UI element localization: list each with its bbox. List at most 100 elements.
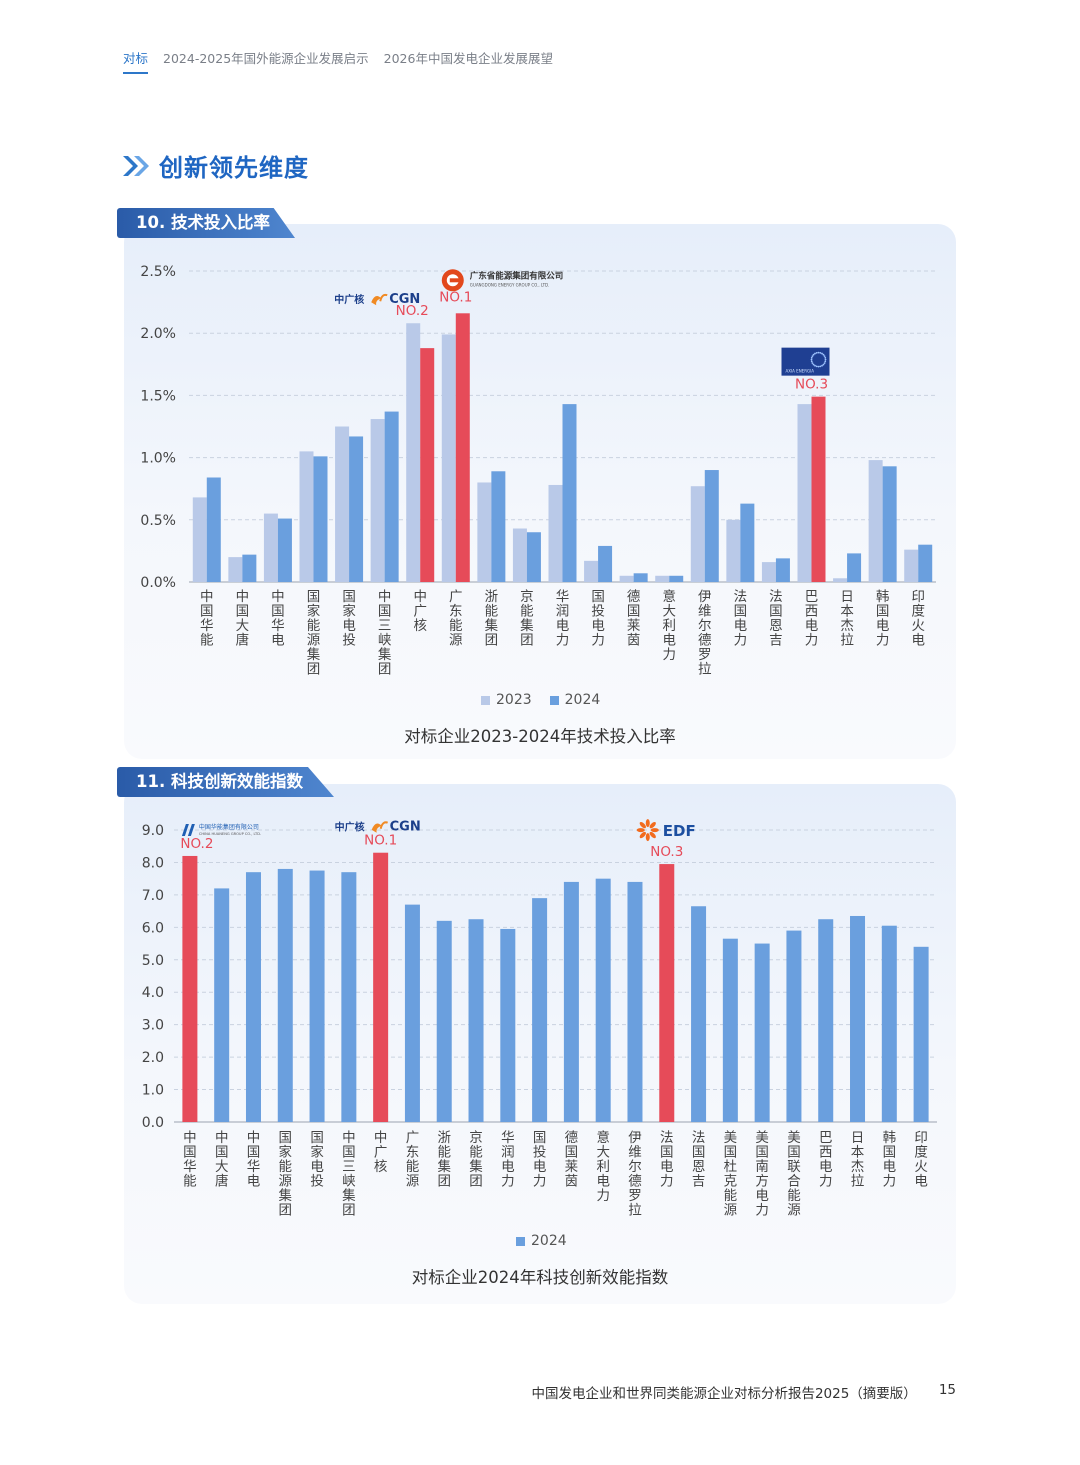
category-label-char: 峡 (378, 633, 392, 649)
category-label-char: 国 (769, 604, 783, 620)
bar-2024 (206, 477, 221, 582)
category-label-char: 广 (406, 1130, 420, 1146)
legend-item-2024: 2024 (549, 692, 600, 708)
category-label-char: 大 (596, 1145, 610, 1161)
axia-logo-dot (823, 362, 826, 365)
axia-logo-dot (822, 353, 825, 356)
category-label-char: 国 (660, 1145, 674, 1161)
category-label-char: 力 (876, 633, 890, 649)
bar-2024 (468, 919, 484, 1122)
bar-2024 (384, 411, 399, 582)
category-label-char: 电 (805, 618, 819, 634)
bar-2024 (455, 313, 470, 582)
category-label-char: 国 (876, 604, 890, 620)
category-label-char: 能 (183, 1174, 197, 1190)
category-label-char: 唐 (236, 632, 250, 649)
bar-2024 (436, 920, 452, 1122)
y-tick-label: 3.0 (142, 1018, 164, 1034)
category-label-char: 国 (724, 1145, 738, 1161)
category-label-char: 电 (501, 1159, 515, 1175)
category-label-char: 电 (596, 1174, 610, 1190)
bar-2024 (850, 915, 866, 1122)
category-label-char: 合 (787, 1174, 801, 1190)
bar-2024 (242, 554, 257, 582)
bar-2024 (704, 470, 719, 582)
category-label-char: 德 (565, 1130, 579, 1146)
legend-swatch-2023 (481, 695, 490, 705)
category-label-char: 韩 (883, 1130, 897, 1146)
y-tick-label: 2.0 (142, 1050, 164, 1066)
category-label-char: 集 (279, 1188, 293, 1204)
category-label-char: 拉 (698, 662, 712, 678)
y-tick-label: 0.0 (142, 1115, 164, 1131)
nav-item-outlook[interactable]: 2026年中国发电企业发展展望 (383, 51, 553, 66)
category-label-char: 京 (520, 589, 534, 605)
bar-2024 (277, 868, 293, 1122)
bar-2024 (500, 928, 516, 1122)
axia-logo-dot (821, 364, 823, 367)
y-tick-label: 1.0 (142, 1083, 164, 1099)
legend-label-2023: 2023 (496, 692, 532, 708)
axia-logo-dot (810, 356, 813, 359)
bar-2024 (913, 946, 929, 1122)
category-label-char: 国 (591, 589, 605, 605)
axia-logo-dot (824, 356, 827, 359)
category-label-char: 美 (755, 1130, 769, 1146)
category-label-char: 电 (310, 1159, 324, 1175)
category-label-char: 韩 (876, 589, 890, 605)
bar-2023 (584, 560, 599, 582)
category-label-char: 国 (734, 604, 748, 620)
category-label-char: 三 (342, 1159, 356, 1175)
axia-logo-dot (817, 351, 820, 354)
category-label-char: 能 (787, 1188, 801, 1204)
category-label-char: 广 (374, 1145, 388, 1161)
category-label-char: 国 (310, 1130, 324, 1146)
category-label-char: 电 (342, 618, 356, 634)
category-label-char: 国 (200, 604, 214, 620)
section-heading: 创新领先维度 (121, 148, 309, 183)
bar-2023 (548, 484, 563, 582)
category-label-char: 拉 (851, 1174, 865, 1190)
category-label-char: 源 (449, 633, 463, 649)
category-label-char: 德 (628, 1174, 642, 1190)
edf-logo-petal (649, 821, 656, 829)
category-label-char: 巴 (819, 1130, 833, 1146)
y-tick-label: 9.0 (142, 823, 164, 839)
category-label-char: 华 (200, 618, 214, 634)
category-label-char: 能 (307, 618, 321, 634)
bar-2024 (404, 904, 420, 1122)
axia-logo-dot (810, 358, 813, 361)
category-label-char: 团 (342, 1203, 356, 1219)
category-label-char: 东 (406, 1145, 420, 1161)
category-label-char: 能 (469, 1145, 483, 1161)
category-label-char: 国 (883, 1145, 897, 1161)
y-tick-label: 1.5% (140, 388, 176, 404)
legend-swatch-2024 (549, 695, 559, 705)
nav-item-benchmark[interactable]: 对标 (123, 48, 149, 74)
huaneng-logo-mark (181, 823, 195, 836)
bar-2023 (690, 486, 705, 582)
category-label-char: 尔 (698, 618, 712, 634)
nav-item-foreign-insights[interactable]: 2024-2025年国外能源企业发展启示 (163, 51, 369, 66)
category-label-char: 力 (660, 1174, 674, 1190)
category-label-char: 茵 (565, 1174, 579, 1190)
category-label-char: 集 (469, 1159, 483, 1175)
edf-logo: EDF (636, 819, 696, 842)
bar-2024 (818, 919, 834, 1122)
bar-2023 (263, 513, 278, 582)
category-label-char: 集 (437, 1159, 451, 1175)
category-label-char: 西 (805, 604, 819, 620)
category-label-char: 日 (840, 589, 854, 605)
bar-2024 (786, 930, 802, 1122)
chart1-svg: 0.0%0.5%1.0%1.5%2.0%2.5%中国华能中国大唐中国华电国家能源… (140, 264, 936, 678)
category-label-char: 中 (413, 589, 427, 605)
bar-2024 (532, 898, 548, 1122)
bar-2024 (669, 575, 684, 582)
